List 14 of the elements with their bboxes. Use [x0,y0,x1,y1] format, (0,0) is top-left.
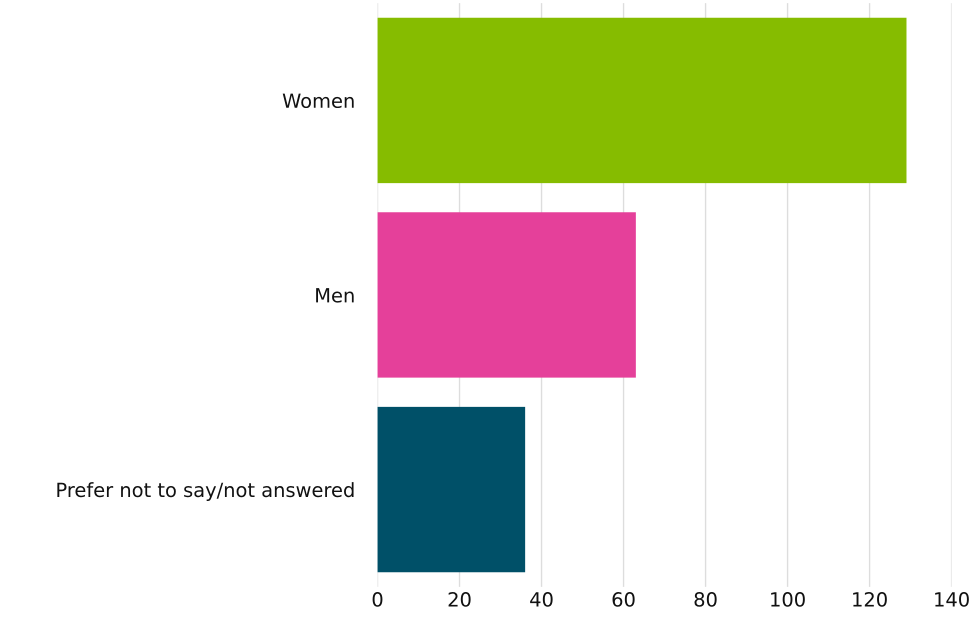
x-tick-label: 140 [935,592,969,607]
x-tick-label: 60 [612,592,635,607]
bar [378,18,906,184]
y-tick-label: Men [316,288,354,303]
bar [378,212,636,378]
x-tick-label: 100 [771,592,805,607]
y-tick-label: Prefer not to say/not answered [57,482,354,501]
x-tick-label: 0 [372,592,382,607]
bar [378,406,526,572]
x-tick-label: 120 [853,592,887,607]
x-tick-label: 80 [694,592,717,607]
x-tick-label: 40 [530,592,553,607]
x-tick-label: 20 [448,592,471,607]
y-tick-label: Women [282,94,354,108]
